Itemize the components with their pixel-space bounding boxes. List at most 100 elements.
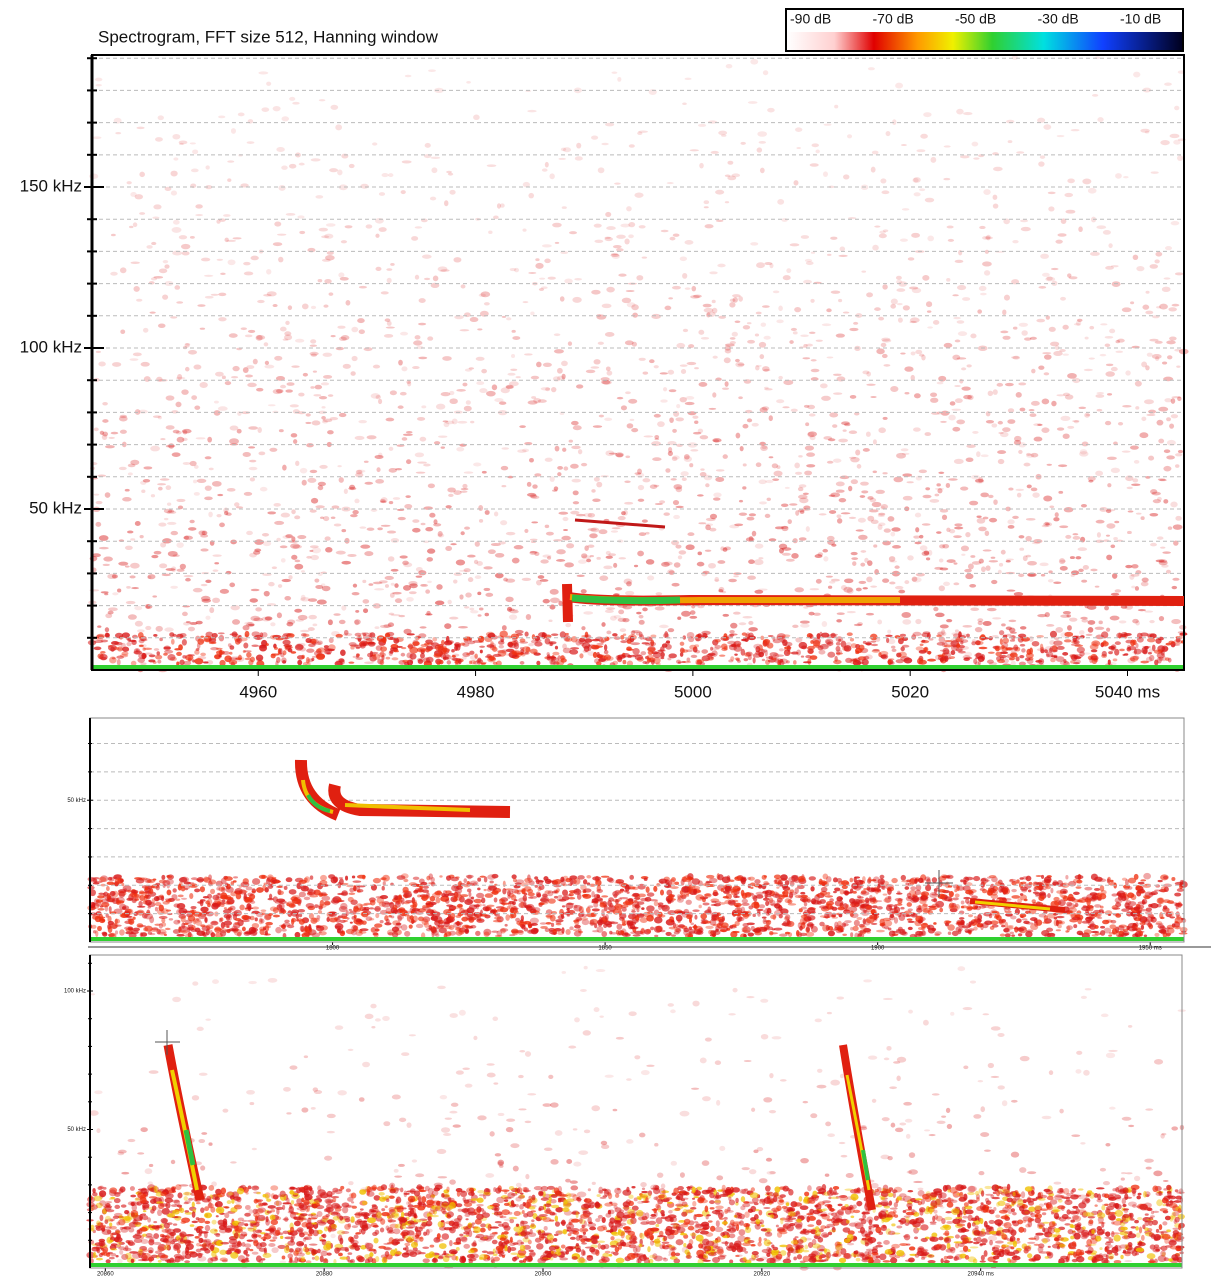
noise-speck (837, 514, 842, 518)
noise-speck (955, 260, 964, 263)
noise-speck (400, 555, 408, 558)
noise-speck (698, 905, 701, 909)
noise-speck (281, 513, 290, 518)
noise-speck (953, 317, 961, 319)
noise-speck (316, 653, 325, 659)
noise-speck (1056, 916, 1065, 918)
noise-speck (618, 610, 624, 615)
noise-speck (108, 607, 118, 611)
noise-speck (464, 312, 471, 317)
noise-speck (478, 636, 484, 643)
noise-speck (256, 335, 265, 340)
noise-speck (596, 482, 602, 488)
noise-speck (698, 429, 703, 434)
noise-speck (818, 552, 824, 556)
noise-speck (517, 449, 527, 453)
noise-speck (485, 593, 493, 597)
noise-speck (1042, 525, 1049, 527)
noise-speck (594, 240, 603, 243)
noise-speck (890, 386, 898, 392)
noise-speck (916, 149, 925, 152)
noise-speck (152, 217, 159, 219)
noise-speck (668, 297, 673, 299)
noise-speck (400, 392, 407, 396)
noise-speck (1064, 632, 1073, 637)
noise-speck (178, 895, 184, 898)
noise-speck (822, 549, 828, 553)
noise-speck (554, 896, 558, 899)
noise-speck (1150, 513, 1159, 516)
noise-speck (642, 607, 648, 611)
noise-speck (345, 876, 348, 881)
noise-speck (386, 327, 395, 329)
noise-speck (940, 509, 948, 513)
noise-speck (612, 633, 617, 636)
noise-speck (197, 479, 207, 483)
noise-speck (879, 233, 887, 238)
noise-speck (294, 609, 302, 613)
noise-speck (730, 337, 736, 340)
noise-speck (605, 123, 614, 127)
noise-speck (233, 237, 242, 239)
noise-speck (145, 626, 151, 630)
noise-speck (561, 536, 571, 541)
noise-speck (628, 399, 637, 404)
noise-speck (152, 595, 157, 597)
noise-speck (244, 272, 253, 276)
noise-speck (372, 654, 380, 660)
noise-speck (691, 655, 698, 658)
noise-speck (362, 633, 366, 636)
noise-speck (422, 255, 432, 259)
noise-speck (1085, 337, 1089, 340)
noise-speck (477, 561, 483, 566)
noise-speck (1016, 151, 1024, 153)
noise-speck (268, 404, 276, 406)
noise-speck (336, 551, 346, 555)
noise-speck (1164, 449, 1170, 453)
noise-speck (625, 340, 634, 345)
noise-speck (972, 561, 981, 565)
noise-speck (338, 272, 344, 277)
noise-speck (699, 163, 704, 169)
noise-speck (688, 411, 697, 415)
noise-speck (166, 395, 175, 400)
noise-speck (664, 631, 668, 638)
noise-speck (971, 142, 978, 147)
noise-speck (629, 875, 634, 880)
noise-speck (581, 626, 585, 630)
noise-speck (197, 638, 204, 645)
noise-speck (1105, 421, 1111, 425)
noise-speck (1168, 658, 1172, 663)
noise-speck (122, 647, 129, 652)
noise-speck (249, 460, 256, 463)
noise-speck (673, 484, 682, 489)
noise-speck (311, 658, 314, 661)
noise-speck (167, 511, 177, 514)
noise-speck (813, 640, 820, 647)
noise-speck (619, 557, 627, 559)
noise-speck (548, 890, 554, 896)
noise-speck (1070, 556, 1075, 559)
noise-speck (598, 658, 606, 662)
noise-speck (844, 920, 851, 923)
noise-speck (402, 437, 408, 441)
noise-speck (1032, 542, 1041, 544)
noise-speck (426, 611, 430, 615)
noise-speck (542, 555, 551, 558)
noise-speck (421, 405, 426, 408)
noise-speck (179, 660, 184, 666)
noise-speck (314, 578, 319, 582)
noise-speck (630, 931, 635, 934)
noise-speck (419, 649, 422, 651)
noise-speck (668, 370, 674, 375)
noise-speck (836, 651, 840, 655)
noise-speck (651, 441, 661, 446)
noise-speck (118, 562, 128, 566)
noise-speck (336, 347, 344, 350)
noise-speck (1059, 349, 1066, 352)
noise-speck (953, 582, 959, 585)
noise-speck (291, 509, 296, 514)
noise-speck (255, 607, 262, 611)
noise-speck (710, 912, 718, 917)
noise-speck (224, 876, 233, 881)
